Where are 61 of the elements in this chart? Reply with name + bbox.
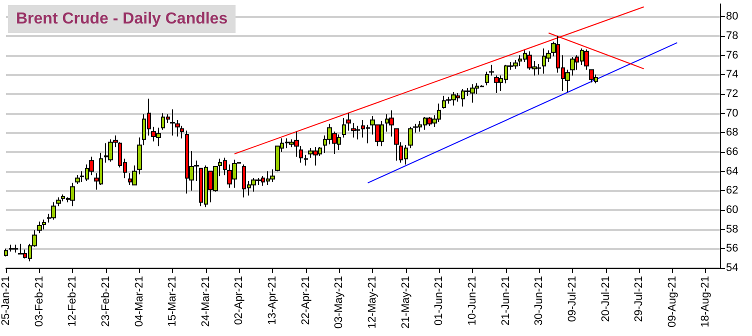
x-tick-label: 21-May-21 (400, 276, 412, 329)
candlestick (75, 174, 80, 184)
candlestick (4, 248, 8, 257)
x-tick-label: 04-Mar-21 (133, 276, 146, 327)
y-tick-label: 60 (726, 204, 738, 216)
x-tick-label: 23-Feb-21 (100, 276, 112, 327)
x-tick-label: 20-Jul-21 (600, 276, 612, 322)
candlestick (389, 110, 394, 137)
x-tick-label: 13-Apr-21 (266, 276, 279, 325)
candlestick (37, 221, 42, 234)
candlestick (485, 71, 489, 86)
x-tick-label: 18-Aug-21 (700, 276, 712, 328)
x-tick-label: 03-Feb-21 (33, 276, 46, 327)
x-tick-label: 09-Jul-21 (566, 276, 578, 322)
x-tick-label: 03-May-21 (333, 276, 346, 329)
y-tick-label: 74 (726, 68, 738, 81)
x-tick-label: 15-Mar-21 (166, 276, 179, 327)
y-tick-label: 62 (726, 184, 738, 197)
y-tick-label: 66 (726, 146, 738, 158)
x-tick-label: 25-Jan-21 (0, 276, 12, 326)
candlestick (13, 244, 18, 254)
x-tick-label: 30-Jun-21 (533, 276, 546, 326)
chart-title: Brent Crude - Daily Candles (16, 10, 228, 28)
y-tick-label: 78 (726, 30, 738, 42)
x-tick-label: 24-Mar-21 (200, 276, 212, 327)
candlestick (589, 69, 594, 83)
y-tick-label: 68 (726, 126, 738, 139)
y-tick-label: 70 (726, 107, 738, 120)
candlestick (489, 64, 494, 76)
candlestick (342, 118, 346, 138)
candlestick (170, 108, 175, 136)
x-tick-label: 12-May-21 (366, 276, 379, 329)
candlestick (494, 75, 499, 94)
x-tick-label: 21-Jun-21 (500, 276, 512, 326)
x-tick-label: 02-Apr-21 (233, 276, 246, 325)
x-tick-label: 09-Aug-21 (666, 276, 678, 328)
candlestick (18, 243, 23, 255)
candlestick (270, 168, 275, 182)
candlestick (70, 182, 75, 207)
x-tick-label: 12-Feb-21 (66, 276, 79, 327)
x-tick-label: 01-Jun-21 (433, 276, 446, 326)
candlestick (408, 126, 413, 149)
x-tick-label: 22-Apr-21 (300, 276, 312, 325)
x-tick-label: 10-Jun-21 (466, 276, 478, 326)
y-tick-label: 58 (726, 223, 738, 236)
candlestick (413, 123, 418, 134)
candlestick (175, 120, 180, 137)
y-tick-label: 76 (726, 49, 738, 62)
candlestick (51, 202, 56, 220)
x-tick-label: 29-Jul-21 (633, 276, 646, 322)
y-tick-label: 54 (726, 262, 738, 274)
candlestick (570, 56, 575, 76)
candlestick (132, 164, 137, 186)
candlestick (394, 128, 399, 162)
y-tick-label: 72 (726, 88, 738, 100)
y-tick-label: 56 (726, 242, 738, 255)
candlestick (351, 122, 356, 138)
candlestick (346, 112, 351, 132)
y-tick-label: 80 (726, 10, 738, 23)
candlestick (56, 196, 61, 207)
y-tick-label: 64 (726, 165, 738, 178)
